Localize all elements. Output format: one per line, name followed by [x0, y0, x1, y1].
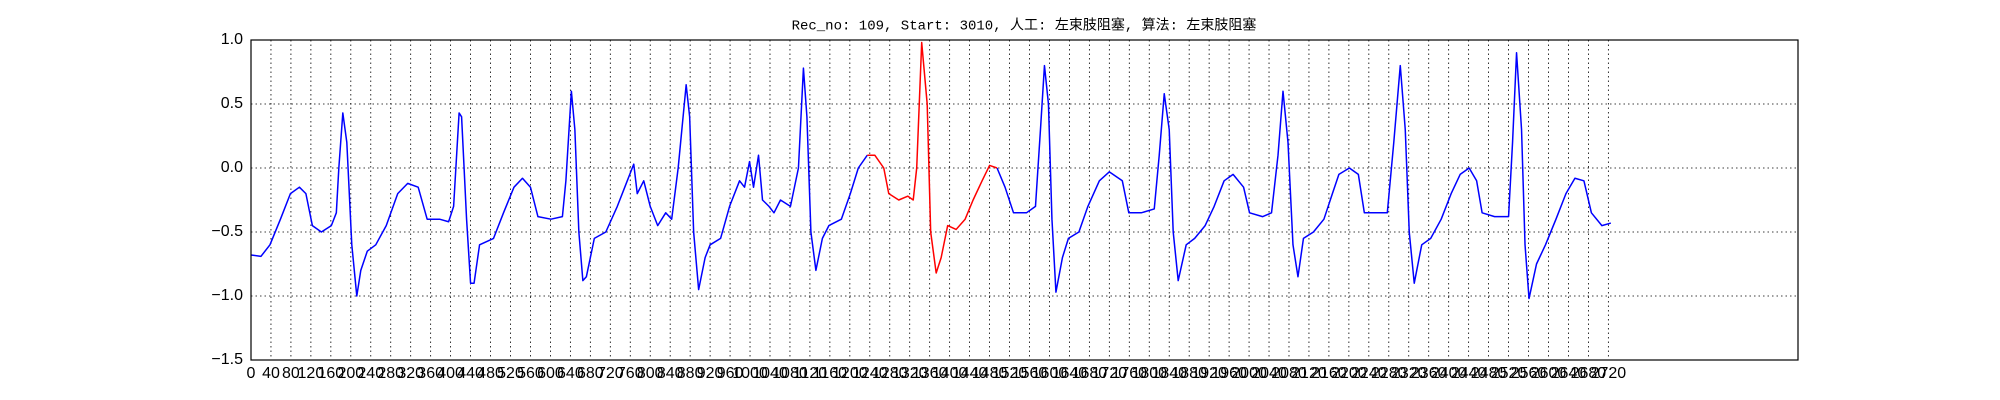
x-tick-label: 2440 [1451, 365, 1487, 382]
x-tick-label: 360 [417, 365, 444, 382]
x-tick-label: 2200 [1331, 365, 1367, 382]
x-tick-label: 2000 [1231, 365, 1267, 382]
chart-title: Rec_no: 109, Start: 3010, 人工: 左束肢阻塞, 算法:… [792, 17, 1257, 35]
x-tick-label: 1640 [1052, 365, 1088, 382]
x-tick-label: 480 [477, 365, 504, 382]
y-tick-label: −1.0 [211, 287, 243, 304]
x-tick-label: 800 [637, 365, 664, 382]
y-tick-label: 0.5 [221, 95, 243, 112]
x-tick-label: 1320 [892, 365, 928, 382]
x-tick-label: 840 [657, 365, 684, 382]
x-tick-label: 280 [377, 365, 404, 382]
ecg-trace [867, 41, 998, 274]
x-tick-label: 1080 [772, 365, 808, 382]
x-tick-label: 1440 [952, 365, 988, 382]
x-tick-label: 2600 [1531, 365, 1567, 382]
x-tick-label: 2560 [1511, 365, 1547, 382]
x-tick-label: 1120 [793, 365, 828, 382]
x-tick-label: 760 [617, 365, 644, 382]
plot-frame [250, 39, 1799, 361]
x-tick-label: 200 [337, 365, 364, 382]
x-tick-label: 2480 [1471, 365, 1507, 382]
x-tick-label: 2240 [1351, 365, 1387, 382]
x-tick-label: 1560 [1012, 365, 1048, 382]
x-tick-label: 1400 [932, 365, 968, 382]
x-tick-label: 2080 [1271, 365, 1307, 382]
x-tick-label: 560 [517, 365, 544, 382]
x-tick-label: 80 [282, 365, 300, 382]
x-tick-label: 1520 [992, 365, 1028, 382]
x-tick-label: 2680 [1571, 365, 1607, 382]
x-tick-label: 1760 [1111, 365, 1147, 382]
x-tick-label: 720 [597, 365, 624, 382]
x-tick-label: 1720 [1092, 365, 1128, 382]
x-tick-label: 1920 [1191, 365, 1227, 382]
x-tick-label: 1480 [972, 365, 1008, 382]
x-tick-label: 1960 [1211, 365, 1247, 382]
x-tick-label: 440 [457, 365, 484, 382]
y-tick-label: 0.0 [221, 159, 243, 176]
x-tick-label: 1040 [752, 365, 788, 382]
x-tick-label: 400 [437, 365, 464, 382]
x-tick-label: 1240 [852, 365, 888, 382]
x-tick-label: 1360 [912, 365, 948, 382]
x-tick-label: 120 [298, 365, 325, 382]
x-tick-label: 520 [497, 365, 524, 382]
x-tick-label: 600 [537, 365, 564, 382]
x-tick-label: 240 [357, 365, 384, 382]
x-tick-label: 960 [717, 365, 744, 382]
x-tick-label: 2120 [1291, 365, 1327, 382]
x-tick-label: 1840 [1151, 365, 1187, 382]
x-tick-label: 2320 [1391, 365, 1427, 382]
x-tick-label: 2400 [1431, 365, 1467, 382]
x-tick-label: 40 [262, 365, 280, 382]
x-tick-label: 680 [577, 365, 604, 382]
x-tick-label: 880 [677, 365, 704, 382]
ecg-trace [996, 52, 1612, 300]
x-tick-label: 1680 [1072, 365, 1108, 382]
x-tick-label: 320 [397, 365, 424, 382]
x-tick-label: 2360 [1411, 365, 1447, 382]
x-tick-label: 640 [557, 365, 584, 382]
y-tick-label: 1.0 [221, 31, 243, 48]
x-tick-label: 2720 [1591, 365, 1627, 382]
x-tick-label: 1160 [813, 365, 848, 382]
ecg-trace [250, 67, 868, 297]
x-tick-label: 1280 [872, 365, 908, 382]
x-tick-label: 0 [247, 365, 256, 382]
x-tick-label: 1600 [1032, 365, 1068, 382]
y-tick-label: −1.5 [211, 351, 243, 368]
x-tick-label: 2520 [1491, 365, 1527, 382]
x-tick-label: 160 [317, 365, 344, 382]
x-tick-label: 1800 [1131, 365, 1167, 382]
x-tick-label: 1200 [832, 365, 868, 382]
x-tick-label: 920 [697, 365, 724, 382]
x-tick-label: 1880 [1171, 365, 1207, 382]
y-tick-label: −0.5 [211, 223, 243, 240]
x-tick-label: 2280 [1371, 365, 1407, 382]
x-tick-label: 2040 [1251, 365, 1287, 382]
x-tick-label: 1000 [732, 365, 768, 382]
x-tick-label: 2640 [1551, 365, 1587, 382]
x-tick-label: 2160 [1311, 365, 1347, 382]
